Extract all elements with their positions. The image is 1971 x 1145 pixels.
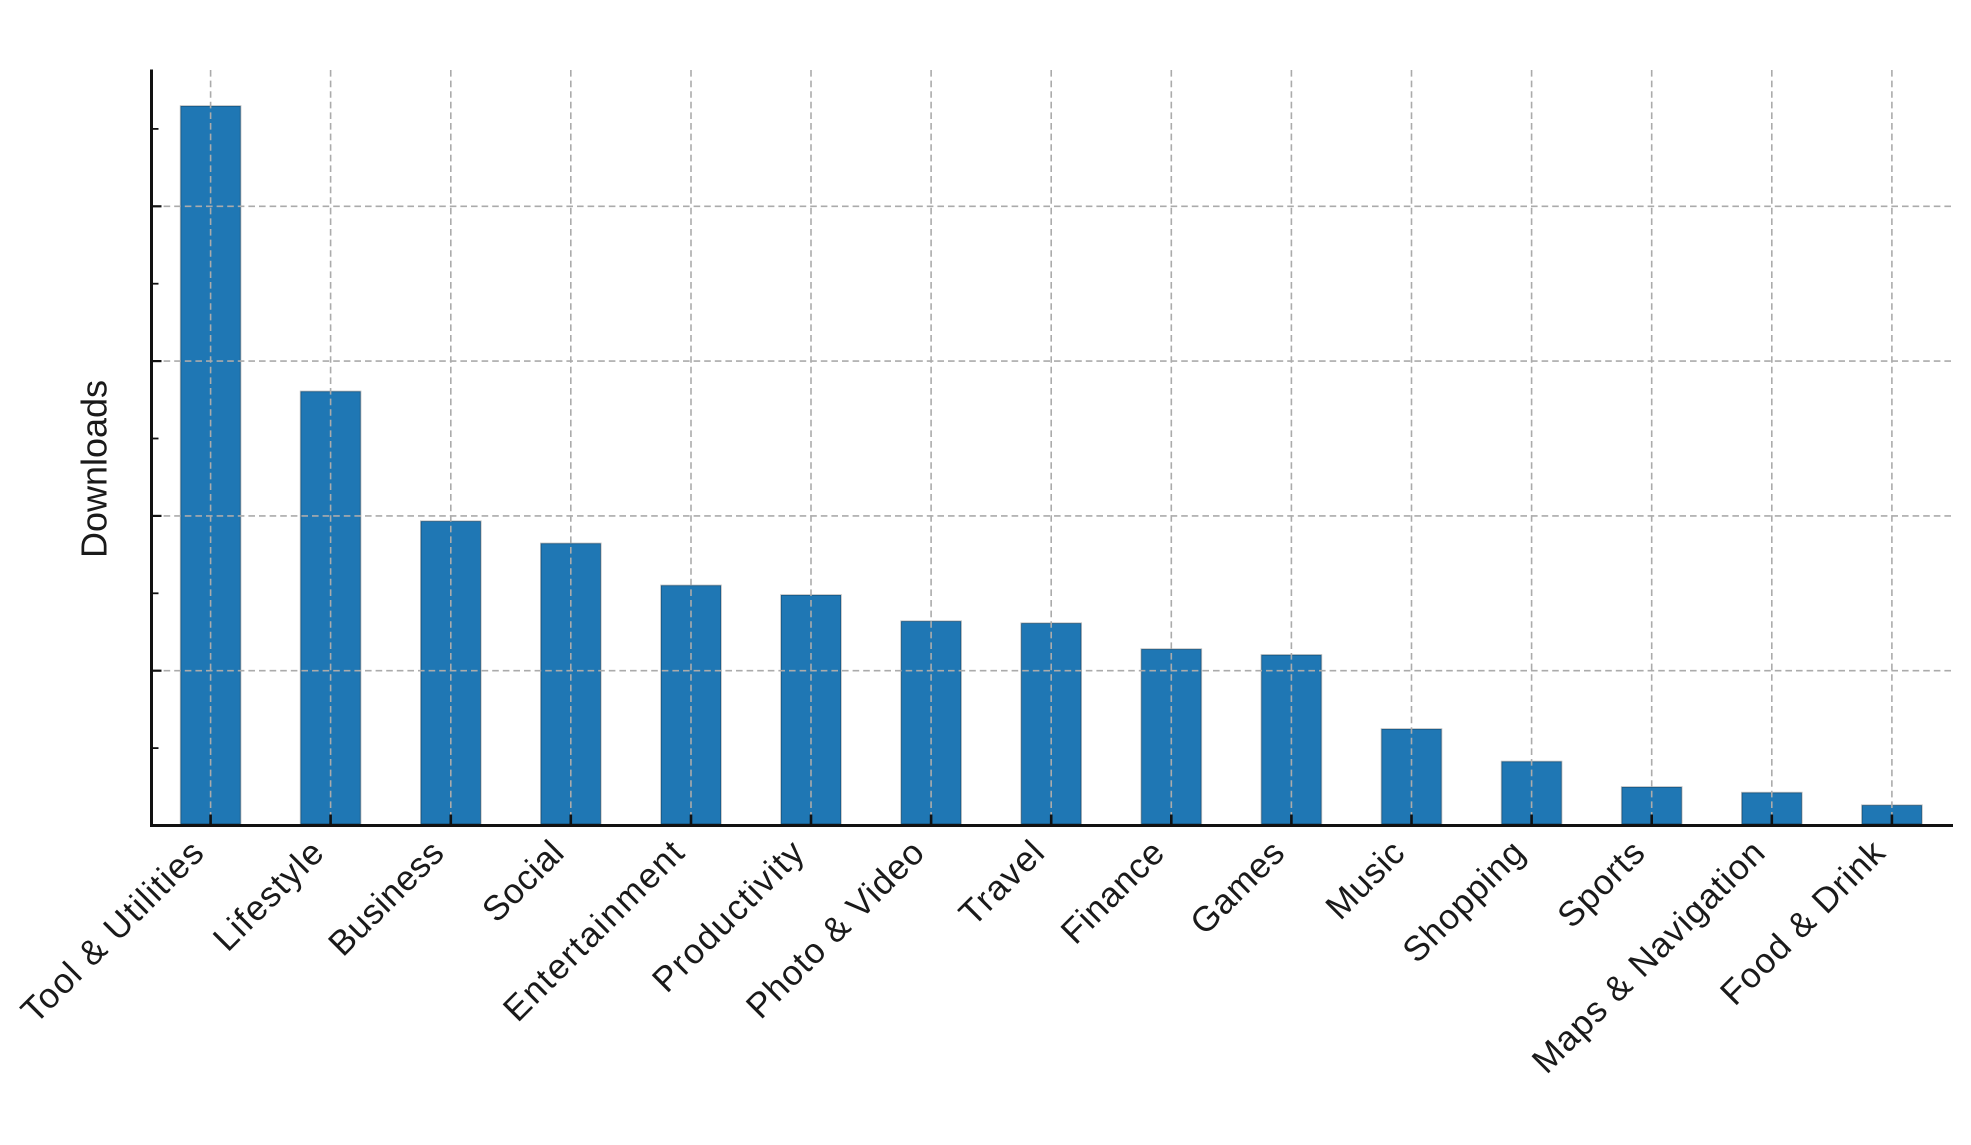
svg-text:Downloads: Downloads (74, 380, 115, 558)
